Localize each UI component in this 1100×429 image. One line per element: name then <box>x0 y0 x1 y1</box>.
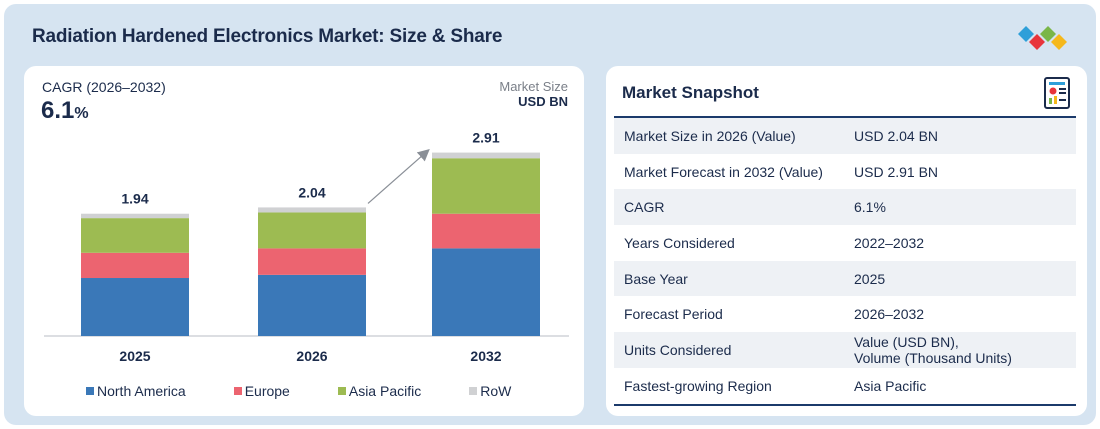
bar-europe-2025 <box>81 252 189 279</box>
legend-item-row: RoW <box>469 383 511 399</box>
snapshot-key: Market Size in 2026 (Value) <box>624 127 796 144</box>
chart-card: CAGR (2026–2032) 6.1% Market Size USD BN… <box>24 66 584 416</box>
snapshot-key: Forecast Period <box>624 306 723 323</box>
snapshot-value: 2026–2032 <box>854 306 925 323</box>
snapshot-row: Years Considered 2022–2032 <box>614 225 1076 261</box>
snapshot-row: Market Size in 2026 (Value) USD 2.04 BN <box>614 118 1076 154</box>
legend-label: Asia Pacific <box>348 383 422 399</box>
data-label-total-2026: 2.04 <box>298 184 325 200</box>
bar-row-2026 <box>258 207 366 213</box>
snapshot-key: CAGR <box>624 199 665 216</box>
legend-label: North America <box>97 383 186 399</box>
legend-label: Europe <box>244 383 290 399</box>
snapshot-row: Base Year 2025 <box>614 260 1076 297</box>
bar-row-2032 <box>432 152 540 159</box>
legend-item-asia-pacific: Asia Pacific <box>337 383 422 399</box>
market-size-unit: USD BN <box>518 94 568 109</box>
snapshot-value: 2025 <box>854 270 886 287</box>
snapshot-value: 2022–2032 <box>854 234 925 251</box>
market-size-label: Market Size <box>499 79 568 94</box>
snapshot-row: Forecast Period 2026–2032 <box>614 296 1076 332</box>
snapshot-value: Value (USD BN), Volume (Thousand Units) <box>854 333 1012 366</box>
legend-item-north-america: North America <box>86 383 186 399</box>
report-icon <box>1044 77 1070 109</box>
legend-swatch <box>337 387 346 395</box>
snapshot-value: USD 2.04 BN <box>854 127 939 144</box>
snapshot-title: Market Snapshot <box>622 83 759 102</box>
data-label-total-2025: 1.94 <box>121 191 148 207</box>
bar-row-2025 <box>81 213 189 219</box>
legend-item-europe: Europe <box>233 383 290 399</box>
bar-north-america-2026 <box>258 274 366 336</box>
chart-legend: North America Europe Asia Pacific RoW <box>86 383 511 399</box>
snapshot-key: Base Year <box>624 270 688 287</box>
snapshot-key: Fastest-growing Region <box>624 377 772 394</box>
snapshot-key: Market Forecast in 2032 (Value) <box>624 163 823 180</box>
snapshot-table: Market Size in 2026 (Value) USD 2.04 BN Ma… <box>614 116 1076 406</box>
snapshot-value: 6.1% <box>854 199 886 216</box>
legend-swatch <box>86 387 94 395</box>
x-tick-label-2025: 2025 <box>119 348 150 364</box>
data-label-total-2032: 2.91 <box>472 130 499 146</box>
growth-arrow <box>367 148 430 204</box>
snapshot-row: Market Forecast in 2032 (Value) USD 2.91 … <box>614 154 1076 190</box>
brand-logo-icon <box>1018 26 1067 50</box>
stacked-bar-chart: 1.94 2025 2.04 2026 2.91 2032 <box>44 130 569 364</box>
x-tick-label-2026: 2026 <box>296 348 327 364</box>
bar-asia-pacific-2026 <box>258 212 366 249</box>
bar-asia-pacific-2025 <box>81 218 189 253</box>
x-tick-label-2032: 2032 <box>470 348 501 364</box>
snapshot-value: USD 2.91 BN <box>854 163 939 180</box>
snapshot-card: Market Snapshot Market Size in 2026 (Val… <box>606 66 1087 416</box>
page-title: Radiation Hardened Electronics Market: S… <box>32 26 503 47</box>
cagr-value: 6.1% <box>41 97 89 125</box>
snapshot-row: CAGR 6.1% <box>614 189 1076 226</box>
snapshot-key: Years Considered <box>624 234 735 251</box>
bar-asia-pacific-2032 <box>432 158 540 214</box>
bar-europe-2032 <box>432 213 540 249</box>
legend-label: RoW <box>480 383 512 399</box>
bar-north-america-2032 <box>432 248 540 336</box>
cagr-unit: % <box>74 105 89 122</box>
infographic-frame: Radiation Hardened Electronics Market: S… <box>4 4 1096 425</box>
bar-north-america-2025 <box>81 278 189 336</box>
snapshot-key: Units Considered <box>624 341 732 358</box>
cagr-label: CAGR (2026–2032) <box>42 79 166 95</box>
snapshot-row: Units Considered Value (USD BN), Volume (T… <box>614 332 1076 368</box>
snapshot-row: Fastest-growing Region Asia Pacific <box>614 368 1076 404</box>
legend-swatch <box>233 387 242 395</box>
legend-swatch <box>469 387 478 395</box>
bar-europe-2026 <box>258 248 366 275</box>
cagr-number: 6.1 <box>41 97 75 124</box>
snapshot-value: Asia Pacific <box>854 377 927 394</box>
